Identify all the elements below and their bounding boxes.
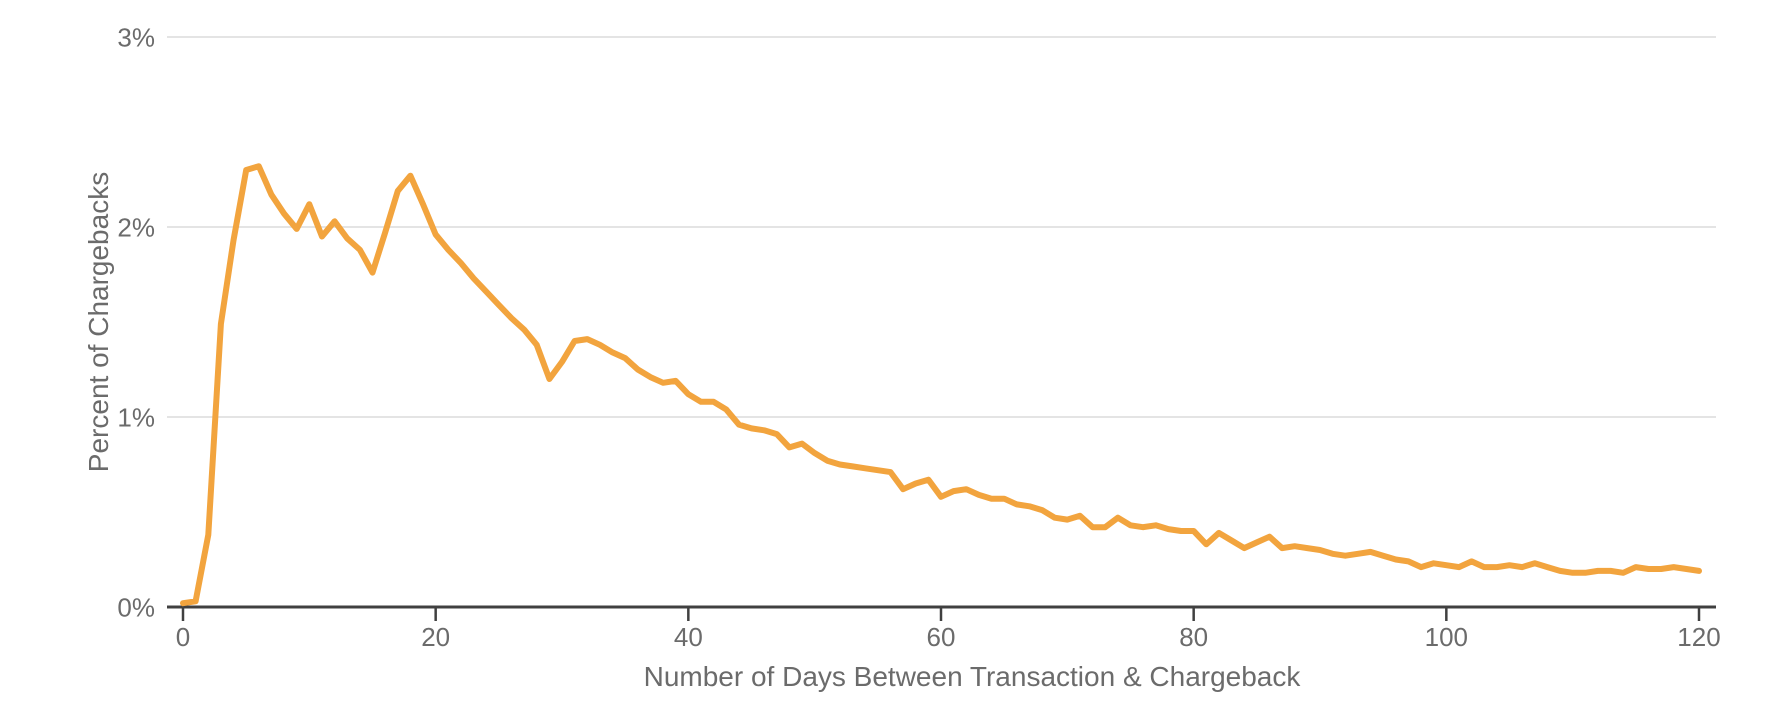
y-tick-label: 2% (117, 213, 155, 243)
x-tick-label: 0 (176, 622, 190, 652)
y-tick-label: 0% (117, 593, 155, 623)
x-tick-label: 120 (1677, 622, 1720, 652)
y-tick-label: 1% (117, 403, 155, 433)
x-axis-title: Number of Days Between Transaction & Cha… (644, 661, 1302, 692)
x-tick-label: 100 (1425, 622, 1468, 652)
chart-axis-group (167, 605, 1716, 621)
chart-grid-group (167, 36, 1716, 418)
x-tick-label: 80 (1179, 622, 1208, 652)
chart-ticklabel-group: 0 20 40 60 80 100 120 0% 1% 2% 3% (117, 23, 1720, 653)
x-tick-label: 60 (927, 622, 956, 652)
y-axis-title: Percent of Chargebacks (83, 172, 114, 472)
chargeback-distribution-line (180, 163, 1702, 607)
x-tick-label: 40 (674, 622, 703, 652)
x-tick-label: 20 (421, 622, 450, 652)
y-tick-label: 3% (117, 23, 155, 53)
chart-series-group (180, 163, 1702, 607)
